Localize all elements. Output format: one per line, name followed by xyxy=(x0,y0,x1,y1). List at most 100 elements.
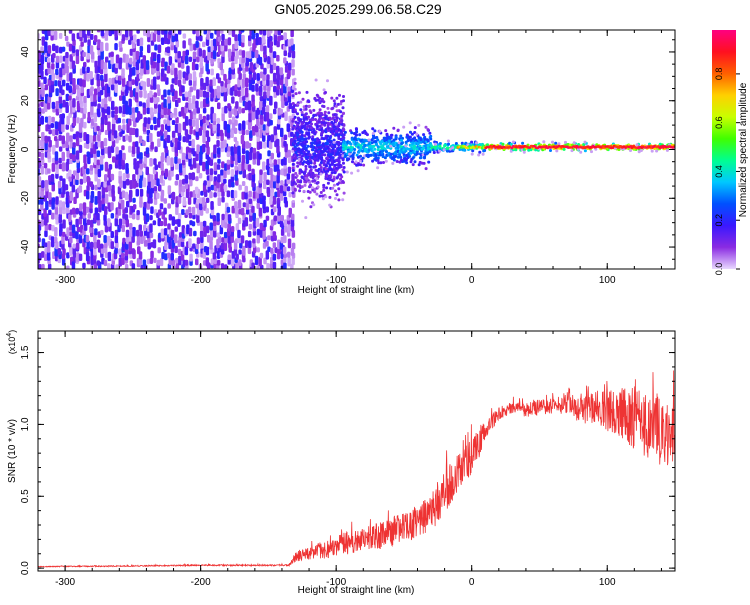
spectrogram-cell xyxy=(332,175,336,179)
spectrogram-cell xyxy=(276,84,280,90)
spectrogram-cell xyxy=(351,160,354,164)
spectrogram-cell xyxy=(100,141,104,150)
spectrogram-cell xyxy=(178,232,183,238)
spectrogram-cell xyxy=(114,229,119,236)
spectrogram-cell xyxy=(341,147,345,151)
spectrogram-cell xyxy=(209,240,213,250)
spectrogram-cell xyxy=(51,225,55,232)
spectrogram-cell xyxy=(342,123,346,127)
spectrogram-cell xyxy=(221,33,225,41)
spectrogram-cell xyxy=(189,128,193,135)
spectrogram-cell xyxy=(400,149,404,153)
spectrogram-cell xyxy=(152,76,157,86)
spectrogram-cell xyxy=(125,134,129,141)
spectrogram-cell xyxy=(239,96,243,103)
spectrogram-cell xyxy=(339,173,343,177)
spectrogram-cell xyxy=(111,139,116,148)
spectrogram-cell xyxy=(90,190,95,199)
figure-title: GN05.2025.299.06.58.C29 xyxy=(274,1,442,17)
spectrogram-cell xyxy=(125,229,130,238)
spectrogram-cell xyxy=(283,219,288,227)
spectrogram-cell xyxy=(161,152,165,161)
spectrogram-cell xyxy=(196,237,201,245)
spectrogram-x-label: Height of straight line (km) xyxy=(298,285,415,296)
spectrogram-cell xyxy=(124,100,128,106)
spectrogram-cell xyxy=(191,221,196,227)
spectrogram-cell xyxy=(269,180,273,189)
spectrogram-cell xyxy=(87,156,91,165)
spectrogram-cell xyxy=(248,112,252,123)
spectrogram-cell xyxy=(273,215,278,222)
spectrogram-cell xyxy=(280,94,285,103)
spectrogram-cell xyxy=(48,209,52,216)
spectrogram-cell xyxy=(38,140,42,147)
spectrogram-cell xyxy=(89,45,94,55)
spectrogram-cell xyxy=(200,101,204,109)
spectrogram-cell xyxy=(202,41,206,48)
spectrogram-cell xyxy=(265,240,269,247)
spectrogram-cell xyxy=(340,119,344,123)
x-tick-label: -200 xyxy=(191,577,211,588)
spectrogram-cell xyxy=(51,162,56,172)
spectrogram-cell xyxy=(274,247,278,254)
spectrogram-cell xyxy=(156,97,160,103)
spectrogram-cell xyxy=(342,95,345,98)
spectrogram-cell xyxy=(223,178,227,184)
spectrogram-cell xyxy=(230,189,235,199)
spectrogram-cell xyxy=(292,200,295,203)
x-tick-label: -300 xyxy=(55,275,75,286)
spectrogram-cell xyxy=(259,114,264,120)
spectrogram-cell xyxy=(234,174,238,181)
spectrogram-cell xyxy=(245,202,250,210)
spectrogram-cell xyxy=(404,158,408,162)
spectrogram-cell xyxy=(149,215,153,221)
spectrogram-cell xyxy=(114,30,118,38)
spectrogram-cell xyxy=(279,185,284,194)
spectrogram-cell xyxy=(55,196,59,205)
snr-y-ticks: 0.00.51.01.5 xyxy=(20,337,675,575)
spectrogram-cell xyxy=(66,73,70,82)
spectrogram-cell xyxy=(97,55,102,63)
spectrogram-cell xyxy=(199,230,204,238)
spectrogram-cell xyxy=(59,55,63,63)
spectrogram-cell xyxy=(226,206,231,213)
spectrogram-cell xyxy=(142,235,146,241)
spectrogram-cell xyxy=(323,110,327,114)
spectrogram-cell xyxy=(100,79,105,87)
spectrogram-cell xyxy=(323,123,327,127)
spectrogram-cell xyxy=(177,218,181,227)
spectrogram-cell xyxy=(248,223,253,230)
spectrogram-cell xyxy=(256,107,260,115)
spectrogram-cell xyxy=(212,113,217,122)
spectrogram-cell xyxy=(210,68,214,76)
spectrogram-cell xyxy=(41,30,46,34)
spectrogram-cell xyxy=(272,62,277,71)
spectrogram-cell xyxy=(284,76,289,87)
spectrogram-cell xyxy=(135,229,140,237)
spectrogram-cell xyxy=(100,59,105,70)
spectrogram-cell xyxy=(391,161,395,165)
spectrogram-cell xyxy=(240,30,245,33)
spectrogram-cell xyxy=(280,214,284,222)
spectrogram-cell xyxy=(317,154,321,158)
spectrogram-cell xyxy=(97,86,101,92)
spectrogram-cell xyxy=(139,152,143,160)
spectrogram-cell xyxy=(90,33,94,40)
spectrogram-cell xyxy=(350,131,354,135)
spectrogram-cell xyxy=(381,155,385,159)
spectrogram-cell xyxy=(269,35,273,42)
spectrogram-cell xyxy=(206,114,210,121)
spectrogram-cell xyxy=(100,122,104,133)
spectrogram-cell xyxy=(333,171,337,175)
spectrogram-cell xyxy=(51,63,55,70)
spectrogram-cell xyxy=(114,234,119,244)
spectrogram-cell xyxy=(270,55,275,65)
spectrogram-cell xyxy=(341,154,345,158)
spectrogram-cell xyxy=(188,147,192,153)
spectrogram-cell xyxy=(195,243,200,250)
spectrogram-cell xyxy=(262,195,266,201)
spectrogram-cell xyxy=(272,253,277,261)
spectrogram-cell xyxy=(262,124,266,131)
spectrogram-cell xyxy=(415,152,419,156)
spectrogram-cell xyxy=(380,151,384,155)
